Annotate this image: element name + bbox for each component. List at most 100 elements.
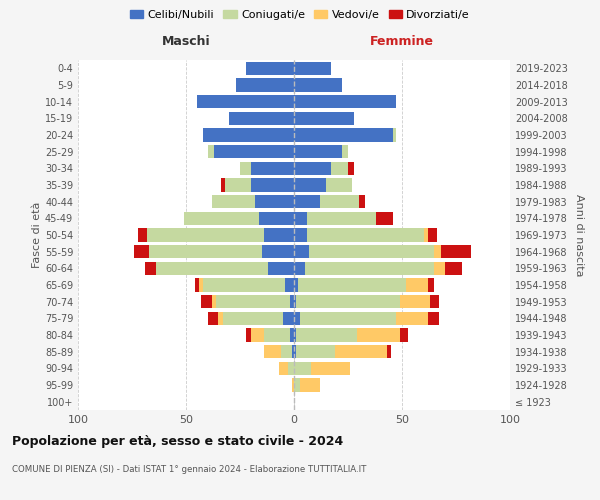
Bar bbox=[218, 312, 223, 325]
Bar bbox=[428, 228, 437, 241]
Bar bbox=[296, 345, 335, 358]
Bar bbox=[326, 178, 352, 192]
Bar bbox=[264, 345, 281, 358]
Bar bbox=[376, 212, 394, 225]
Bar bbox=[203, 278, 286, 291]
Bar bbox=[197, 95, 294, 108]
Bar bbox=[203, 128, 294, 141]
Bar bbox=[279, 362, 287, 375]
Bar bbox=[296, 328, 356, 342]
Bar bbox=[406, 278, 428, 291]
Bar bbox=[428, 312, 439, 325]
Bar bbox=[394, 128, 395, 141]
Bar bbox=[139, 228, 147, 241]
Bar bbox=[307, 228, 424, 241]
Bar bbox=[301, 378, 320, 392]
Bar bbox=[301, 312, 395, 325]
Bar bbox=[434, 245, 441, 258]
Bar bbox=[156, 262, 268, 275]
Bar bbox=[251, 162, 294, 175]
Bar bbox=[287, 362, 294, 375]
Bar bbox=[283, 312, 294, 325]
Bar bbox=[320, 195, 359, 208]
Bar bbox=[294, 162, 331, 175]
Bar bbox=[208, 312, 218, 325]
Bar bbox=[251, 328, 264, 342]
Bar bbox=[331, 162, 348, 175]
Bar bbox=[294, 378, 301, 392]
Bar bbox=[430, 295, 439, 308]
Bar bbox=[264, 228, 294, 241]
Bar bbox=[208, 145, 214, 158]
Bar bbox=[294, 228, 307, 241]
Bar bbox=[194, 278, 199, 291]
Bar bbox=[294, 328, 296, 342]
Bar bbox=[434, 262, 445, 275]
Bar bbox=[348, 162, 355, 175]
Bar bbox=[294, 128, 394, 141]
Bar bbox=[294, 295, 296, 308]
Bar bbox=[294, 362, 311, 375]
Bar bbox=[341, 145, 348, 158]
Text: Popolazione per età, sesso e stato civile - 2024: Popolazione per età, sesso e stato civil… bbox=[12, 435, 343, 448]
Bar bbox=[229, 112, 294, 125]
Bar bbox=[294, 178, 326, 192]
Bar bbox=[147, 228, 264, 241]
Bar bbox=[294, 212, 307, 225]
Text: COMUNE DI PIENZA (SI) - Dati ISTAT 1° gennaio 2024 - Elaborazione TUTTITALIA.IT: COMUNE DI PIENZA (SI) - Dati ISTAT 1° ge… bbox=[12, 465, 367, 474]
Bar bbox=[294, 62, 331, 75]
Text: Femmine: Femmine bbox=[370, 34, 434, 48]
Bar bbox=[184, 212, 259, 225]
Bar bbox=[221, 178, 225, 192]
Bar bbox=[294, 262, 305, 275]
Legend: Celibi/Nubili, Coniugati/e, Vedovi/e, Divorziati/e: Celibi/Nubili, Coniugati/e, Vedovi/e, Di… bbox=[125, 6, 475, 25]
Bar bbox=[225, 178, 251, 192]
Bar bbox=[294, 95, 395, 108]
Bar bbox=[294, 312, 301, 325]
Bar bbox=[201, 295, 212, 308]
Bar bbox=[400, 328, 409, 342]
Bar bbox=[307, 212, 376, 225]
Bar bbox=[268, 262, 294, 275]
Bar bbox=[262, 245, 294, 258]
Y-axis label: Anni di nascita: Anni di nascita bbox=[574, 194, 584, 276]
Bar bbox=[359, 195, 365, 208]
Y-axis label: Fasce di età: Fasce di età bbox=[32, 202, 42, 268]
Bar bbox=[212, 195, 255, 208]
Bar bbox=[296, 295, 400, 308]
Bar bbox=[247, 62, 294, 75]
Bar bbox=[294, 145, 341, 158]
Bar bbox=[290, 328, 294, 342]
Bar bbox=[294, 112, 355, 125]
Bar bbox=[294, 345, 296, 358]
Text: Maschi: Maschi bbox=[161, 34, 211, 48]
Bar bbox=[216, 295, 290, 308]
Bar bbox=[134, 245, 149, 258]
Bar bbox=[424, 228, 428, 241]
Bar bbox=[356, 328, 400, 342]
Bar bbox=[247, 328, 251, 342]
Bar bbox=[212, 295, 216, 308]
Bar bbox=[311, 362, 350, 375]
Bar bbox=[294, 78, 341, 92]
Bar bbox=[428, 278, 434, 291]
Bar bbox=[305, 262, 434, 275]
Bar bbox=[281, 345, 292, 358]
Bar bbox=[400, 295, 430, 308]
Bar bbox=[255, 195, 294, 208]
Bar bbox=[223, 312, 283, 325]
Bar bbox=[149, 245, 262, 258]
Bar bbox=[294, 195, 320, 208]
Bar bbox=[236, 78, 294, 92]
Bar bbox=[441, 245, 471, 258]
Bar bbox=[240, 162, 251, 175]
Bar bbox=[292, 345, 294, 358]
Bar bbox=[309, 245, 434, 258]
Bar bbox=[199, 278, 203, 291]
Bar bbox=[292, 378, 294, 392]
Bar bbox=[294, 278, 298, 291]
Bar bbox=[259, 212, 294, 225]
Bar bbox=[387, 345, 391, 358]
Bar bbox=[395, 312, 428, 325]
Bar bbox=[251, 178, 294, 192]
